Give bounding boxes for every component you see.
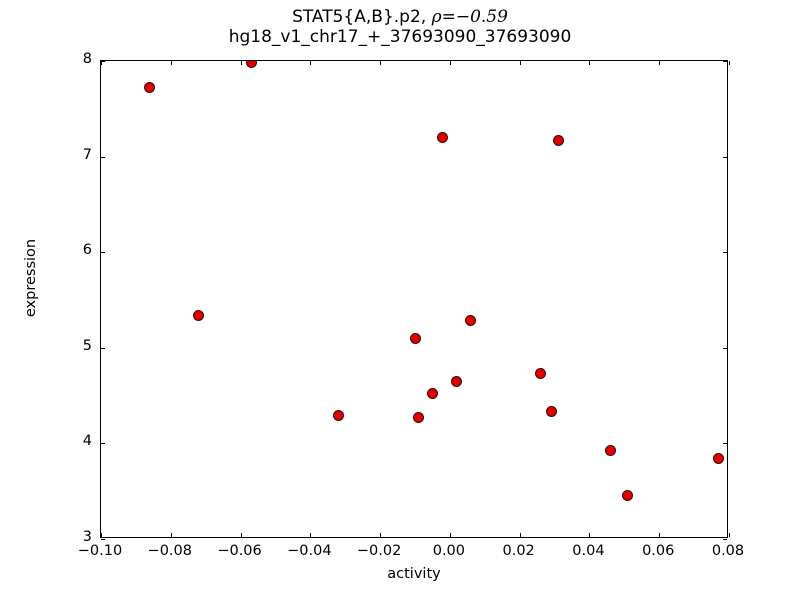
y-tick-label: 3 [82,529,92,545]
y-tick-mark [723,347,727,349]
y-tick-mark [101,156,105,158]
y-tick-label: 5 [82,337,92,354]
y-tick-mark [101,347,105,349]
x-tick-label: 0.06 [642,543,675,559]
scatter-point [713,453,725,465]
y-axis-label: expression [23,238,39,318]
x-tick-mark [380,61,382,65]
x-tick-mark [659,61,661,65]
scatter-point [437,131,449,143]
scatter-point [245,61,257,69]
y-tick-mark [723,539,727,540]
y-tick-mark [101,443,105,445]
scatter-point [552,134,564,146]
x-tick-mark [240,61,242,65]
scatter-point [332,410,344,422]
rho-value: =−0.59 [441,7,508,27]
x-tick-mark [380,533,382,537]
title-motif-name: STAT5{A,B}.p2, [292,7,432,27]
y-tick-mark [723,443,727,445]
y-tick-mark [101,252,105,254]
x-tick-mark [729,61,730,65]
x-tick-mark [310,533,312,537]
y-tick-label: 8 [82,51,92,67]
y-tick-mark [101,61,105,62]
plot-title: STAT5{A,B}.p2, ρ=−0.59 hg18_v1_chr17_+_3… [0,7,800,47]
x-tick-mark [170,61,172,65]
x-tick-mark [310,61,312,65]
y-tick-mark [723,156,727,158]
x-tick-label: 0.08 [711,543,745,559]
plot-axes-frame [100,60,730,540]
scatter-point [409,332,421,344]
x-tick-mark [589,61,591,65]
x-tick-mark [101,533,102,537]
scatter-point [193,309,205,321]
y-tick-mark [723,61,727,62]
title-line-1: STAT5{A,B}.p2, ρ=−0.59 [0,7,800,28]
x-tick-label: −0.08 [147,543,192,559]
x-tick-mark [101,61,102,65]
scatter-point [604,444,616,456]
x-tick-label: 0.04 [572,543,605,559]
x-tick-mark [659,533,661,537]
title-line-2: hg18_v1_chr17_+_37693090_37693090 [228,26,572,47]
x-tick-mark [729,533,730,537]
x-tick-label: 0.00 [432,543,466,559]
x-tick-mark [449,61,451,65]
y-tick-label: 4 [82,433,92,450]
scatter-point [545,406,557,418]
scatter-point [465,314,477,326]
x-tick-label: 0.02 [502,543,535,559]
x-tick-label: −0.02 [356,543,402,559]
x-tick-mark [170,533,172,537]
y-tick-label: 6 [82,242,92,259]
scatter-point [412,412,424,424]
x-tick-mark [519,533,521,537]
x-tick-mark [589,533,591,537]
x-tick-label: −0.04 [287,543,332,559]
scatter-point [535,368,547,380]
rho-symbol: ρ [431,7,442,27]
x-tick-mark [519,61,521,65]
x-axis-label: activity [387,566,441,582]
scatter-point [622,490,634,502]
x-tick-label: −0.10 [77,543,123,559]
scatter-point [451,375,463,387]
x-tick-label: −0.06 [217,543,262,559]
x-tick-mark [240,533,242,537]
y-tick-mark [723,252,727,254]
scatter-point [426,388,438,400]
y-tick-mark [101,539,105,540]
plot-data-area [101,61,727,537]
scatter-point [144,82,156,94]
y-tick-label: 7 [82,146,92,163]
x-tick-mark [449,533,451,537]
